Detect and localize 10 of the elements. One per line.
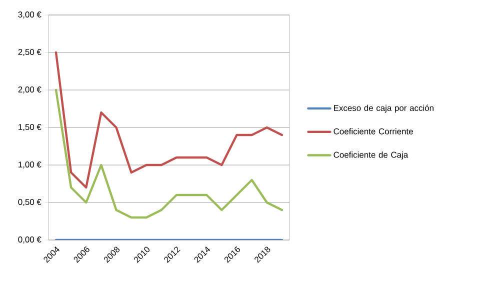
y-tick-label: 2,00 € (18, 86, 42, 94)
y-tick-label: 2,50 € (18, 49, 42, 56)
y-tick-label: 0,00 € (18, 236, 42, 244)
y-tick-label: 1,50 € (18, 124, 42, 131)
y-tick-label: 0,50 € (18, 199, 42, 206)
legend-label: Coeficiente Corriente (334, 128, 413, 134)
legend-label: Coeficiente de Caja (334, 152, 408, 160)
y-tick-label: 3,00 € (18, 12, 42, 18)
y-tick-label: 1,00 € (18, 162, 42, 168)
legend-label: Exceso de caja por acción (334, 104, 434, 113)
